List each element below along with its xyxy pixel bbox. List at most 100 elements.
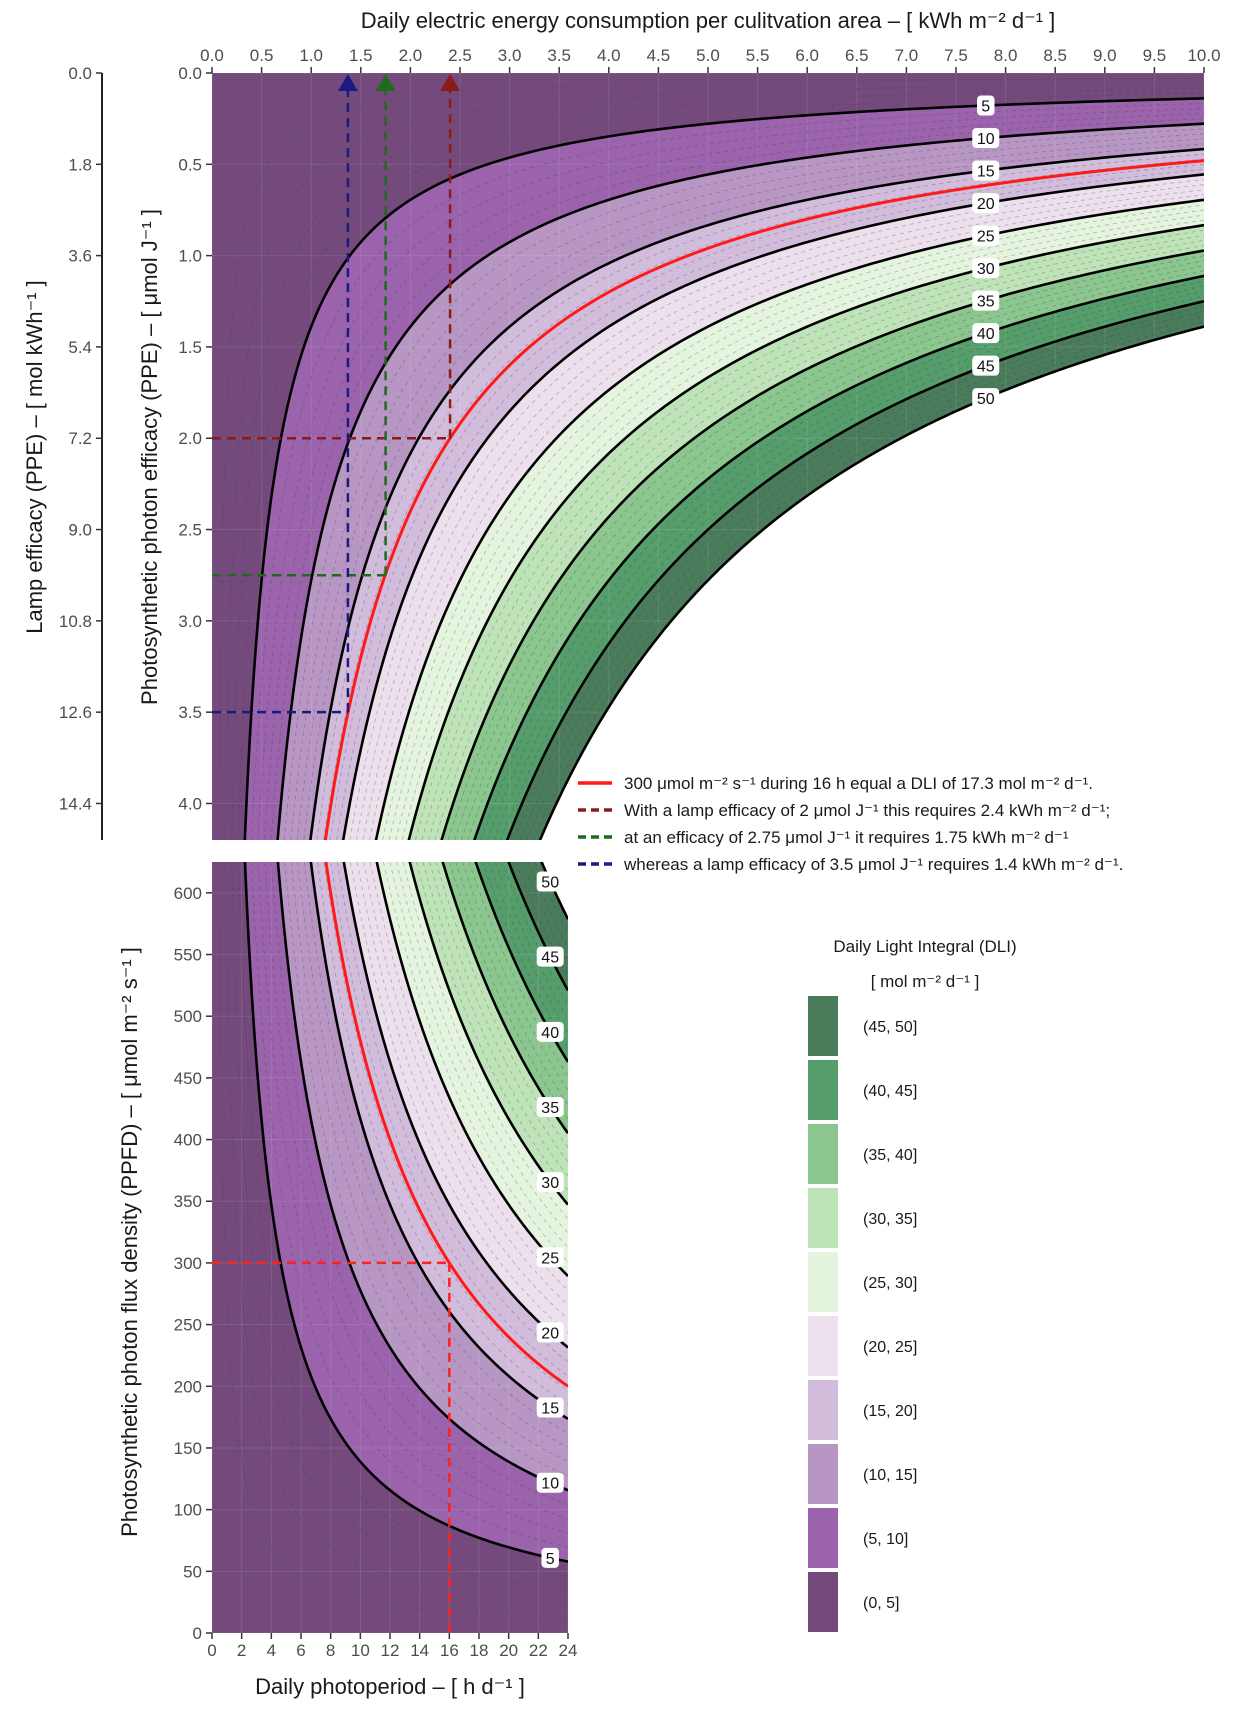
top-contour-label-45: 45 [972, 355, 1000, 376]
top-y-tick-6: 3.0 [178, 612, 202, 631]
top-x-tick-13: 6.5 [845, 46, 869, 65]
outer-y-tick-6: 10.8 [59, 612, 92, 631]
bottom-y-tick-11: 550 [174, 946, 202, 965]
bottom-contour-label-5: 5 [541, 1547, 559, 1568]
dli-swatch-3 [808, 1188, 838, 1248]
top-x-tick-19: 9.5 [1143, 46, 1167, 65]
bottom-x-tick-11: 22 [529, 1641, 548, 1660]
top-x-tick-11: 5.5 [746, 46, 770, 65]
svg-text:10: 10 [977, 131, 995, 148]
dli-swatch-7 [808, 1444, 838, 1504]
top-band-(0, 5] [212, 73, 1204, 840]
dli-swatch-9 [808, 1572, 838, 1632]
top-contour-label-5: 5 [977, 95, 995, 116]
dli-label-8: (5, 10] [863, 1531, 908, 1548]
bottom-x-tick-9: 18 [470, 1641, 489, 1660]
top-panel: 5 10 15 20 25 30 35 40 45 50 [212, 73, 1204, 840]
top-contour-40 [473, 274, 1204, 840]
bottom-red-dli-curve [324, 862, 568, 1388]
bottom-contour-label-45: 45 [536, 946, 564, 967]
dli-swatch-0 [808, 996, 838, 1056]
top-contour-30 [407, 223, 1204, 840]
bottom-panel: 5 10 15 20 25 30 35 40 45 50 [212, 862, 568, 1633]
top-contour-label-10: 10 [972, 128, 1000, 149]
bottom-x-tick-5: 10 [351, 1641, 370, 1660]
top-y-tick-0: 0.0 [178, 64, 202, 83]
dli-label-6: (15, 20] [863, 1403, 917, 1420]
bottom-contour-label-10: 10 [536, 1472, 564, 1493]
bottom-y-tick-3: 150 [174, 1439, 202, 1458]
bottom-y-tick-6: 300 [174, 1254, 202, 1273]
bottom-contour-label-35: 35 [536, 1096, 564, 1117]
outer-y-tick-5: 9.0 [68, 521, 92, 540]
svg-text:15: 15 [541, 1401, 559, 1418]
bottom-contour-35 [441, 862, 568, 1135]
dli-label-0: (45, 50] [863, 1019, 917, 1036]
top-x-tick-10: 5.0 [696, 46, 720, 65]
dli-swatch-5 [808, 1316, 838, 1376]
top-x-tick-8: 4.0 [597, 46, 621, 65]
bottom-contour-label-20: 20 [536, 1322, 564, 1343]
guide-arrow-0 [440, 74, 461, 91]
bottom-y-tick-1: 50 [183, 1562, 202, 1581]
top-x-tick-5: 2.5 [448, 46, 472, 65]
dli-swatch-2 [808, 1124, 838, 1184]
top-y-tick-2: 1.0 [178, 247, 202, 266]
bottom-y-tick-12: 600 [174, 884, 202, 903]
outer-y-tick-1: 1.8 [68, 155, 92, 174]
bottom-x-tick-3: 6 [296, 1641, 305, 1660]
top-x-axis-title: Daily electric energy consumption per cu… [361, 8, 1056, 33]
svg-text:25: 25 [541, 1250, 559, 1267]
bottom-contour-20 [342, 862, 568, 1349]
outer-y-tick-4: 7.2 [68, 429, 92, 448]
top-x-tick-6: 3.0 [498, 46, 522, 65]
bottom-x-tick-8: 16 [440, 1641, 459, 1660]
svg-text:20: 20 [977, 196, 995, 213]
bottom-x-tick-2: 4 [267, 1641, 276, 1660]
bottom-y-tick-5: 250 [174, 1316, 202, 1335]
top-y-tick-7: 3.5 [178, 703, 202, 722]
bottom-y-tick-9: 450 [174, 1069, 202, 1088]
top-y-tick-5: 2.5 [178, 521, 202, 540]
svg-text:20: 20 [541, 1325, 559, 1342]
top-x-tick-3: 1.5 [349, 46, 373, 65]
bottom-contour-30 [408, 862, 568, 1206]
top-x-tick-7: 3.5 [547, 46, 571, 65]
dli-label-3: (30, 35] [863, 1211, 917, 1228]
top-x-tick-20: 10.0 [1187, 46, 1220, 65]
bottom-y-axis-title: Photosynthetic photon flux density (PPFD… [117, 947, 142, 1537]
dli-label-1: (40, 45] [863, 1083, 917, 1100]
top-contour-45 [505, 300, 1204, 840]
svg-text:5: 5 [981, 99, 990, 116]
svg-text:50: 50 [541, 875, 559, 892]
top-contour-label-50: 50 [972, 388, 1000, 409]
top-contour-5 [243, 97, 1204, 840]
top-x-tick-14: 7.0 [895, 46, 919, 65]
outer-y-tick-2: 3.6 [68, 247, 92, 266]
svg-text:35: 35 [977, 294, 995, 311]
bottom-x-tick-12: 24 [559, 1641, 578, 1660]
dli-swatch-1 [808, 1060, 838, 1120]
bottom-contour-label-30: 30 [536, 1172, 564, 1193]
bottom-contour-5 [243, 862, 568, 1563]
svg-text:5: 5 [546, 1551, 555, 1568]
svg-text:10: 10 [541, 1476, 559, 1493]
top-y-tick-3: 1.5 [178, 338, 202, 357]
bottom-x-tick-1: 2 [237, 1641, 246, 1660]
top-contour-label-40: 40 [972, 323, 1000, 344]
top-x-tick-4: 2.0 [399, 46, 423, 65]
svg-text:45: 45 [541, 950, 559, 967]
bottom-x-tick-0: 0 [207, 1641, 216, 1660]
top-x-tick-12: 6.0 [795, 46, 819, 65]
dli-legend: Daily Light Integral (DLI) [ mol m⁻² d⁻¹… [808, 937, 1017, 1632]
top-x-tick-17: 8.5 [1043, 46, 1067, 65]
svg-text:25: 25 [977, 229, 995, 246]
bottom-contour-label-15: 15 [536, 1397, 564, 1418]
bottom-x-tick-4: 8 [326, 1641, 335, 1660]
svg-text:30: 30 [541, 1175, 559, 1192]
dli-label-4: (25, 30] [863, 1275, 917, 1292]
svg-text:40: 40 [977, 326, 995, 343]
top-red-dli-curve [323, 159, 1204, 840]
bottom-contour-25 [375, 862, 568, 1277]
